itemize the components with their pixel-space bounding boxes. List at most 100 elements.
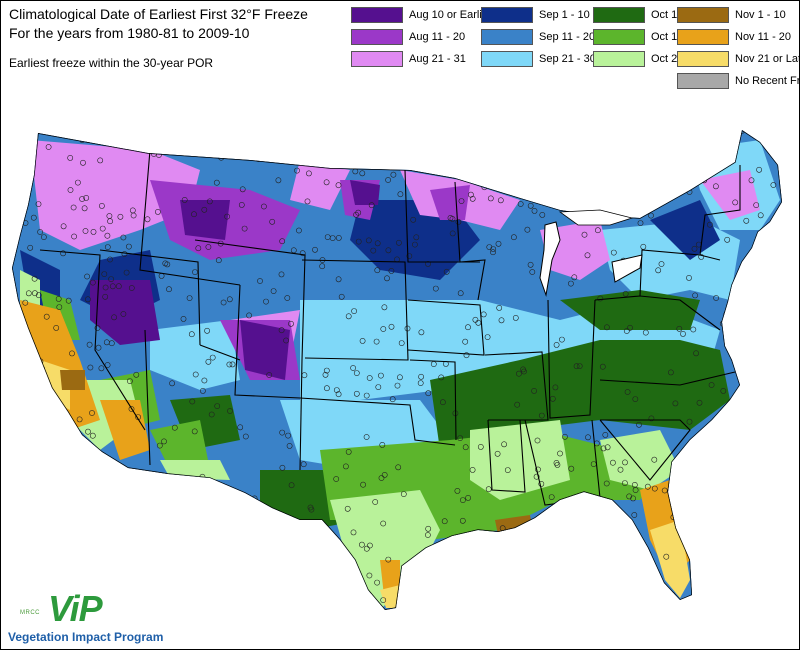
station-marker [350, 529, 357, 536]
station-marker [360, 481, 366, 488]
station-marker [146, 509, 153, 515]
station-marker [624, 389, 631, 395]
station-marker [319, 263, 326, 270]
station-marker [522, 130, 529, 135]
station-marker [610, 249, 617, 256]
station-marker [690, 149, 697, 156]
station-marker [439, 399, 446, 406]
station-marker [385, 556, 392, 563]
station-marker [81, 205, 88, 212]
station-marker [62, 551, 69, 558]
station-marker [696, 399, 703, 406]
station-marker [417, 380, 424, 386]
station-marker [655, 585, 662, 591]
station-marker [192, 269, 198, 275]
station-marker [604, 324, 610, 331]
station-marker [463, 352, 470, 359]
station-marker [305, 170, 312, 177]
legend-label: Aug 11 - 20 [409, 31, 466, 43]
freeze-zone [160, 460, 230, 480]
station-marker [23, 490, 30, 496]
station-marker [343, 559, 350, 566]
station-marker [142, 130, 148, 134]
station-marker [335, 276, 342, 283]
station-marker [118, 519, 125, 525]
station-marker [485, 486, 492, 493]
freeze-zone [30, 140, 200, 250]
station-marker [353, 370, 360, 376]
station-marker [366, 375, 373, 381]
station-marker [365, 130, 372, 135]
station-marker [133, 542, 140, 549]
station-marker [338, 293, 345, 300]
station-marker [343, 569, 350, 575]
station-marker [350, 365, 356, 371]
station-marker [60, 250, 66, 257]
legend-item: Nov 21 or Later [677, 49, 800, 69]
station-marker [571, 274, 578, 281]
station-marker [104, 232, 111, 239]
station-marker [466, 130, 473, 135]
station-marker [587, 502, 594, 509]
station-marker [655, 267, 662, 274]
station-marker [283, 549, 289, 556]
station-marker [44, 433, 51, 440]
station-marker [535, 466, 541, 473]
station-marker [22, 452, 29, 459]
station-marker [618, 138, 625, 145]
station-marker [576, 596, 583, 602]
station-marker [65, 297, 72, 304]
station-marker [188, 331, 195, 338]
state-border [407, 299, 485, 356]
station-marker [145, 524, 152, 531]
station-marker [388, 323, 395, 330]
station-marker [381, 304, 388, 311]
station-marker [553, 341, 560, 348]
station-marker [644, 483, 651, 490]
station-marker [160, 589, 166, 596]
station-marker [323, 367, 330, 374]
station-marker [707, 221, 713, 228]
station-marker [345, 448, 352, 455]
station-marker [484, 334, 491, 340]
legend-swatch [481, 7, 533, 23]
station-marker [625, 191, 631, 198]
station-marker [616, 574, 622, 581]
station-marker [533, 473, 540, 480]
legend-label: Aug 10 or Earlier [409, 9, 492, 21]
station-marker [313, 142, 320, 149]
freeze-zone [650, 520, 690, 598]
station-marker [627, 324, 633, 331]
legend-item: Sep 11 - 20 [481, 27, 595, 47]
station-marker [273, 573, 280, 580]
station-marker [335, 234, 342, 241]
station-marker [584, 544, 591, 550]
station-marker [380, 326, 387, 332]
station-marker [285, 432, 291, 439]
station-marker [617, 192, 624, 199]
station-marker [609, 156, 616, 163]
station-marker [531, 207, 538, 214]
station-marker [107, 218, 113, 225]
station-marker [464, 159, 471, 166]
station-marker [164, 505, 171, 512]
station-marker [304, 198, 311, 205]
legend-swatch [351, 7, 403, 23]
station-marker [411, 241, 418, 248]
station-marker [246, 312, 252, 319]
station-marker [192, 371, 199, 378]
station-marker [410, 216, 417, 223]
station-marker [581, 190, 588, 197]
station-marker [693, 350, 699, 357]
station-marker [615, 566, 622, 572]
station-marker [290, 586, 296, 593]
station-marker [294, 167, 300, 174]
station-marker [501, 441, 507, 448]
station-marker [351, 308, 357, 314]
legend-swatch [593, 51, 645, 67]
station-marker [631, 481, 638, 488]
station-marker [379, 441, 386, 448]
station-marker [101, 271, 108, 277]
station-marker [623, 328, 630, 334]
station-marker [128, 285, 135, 291]
